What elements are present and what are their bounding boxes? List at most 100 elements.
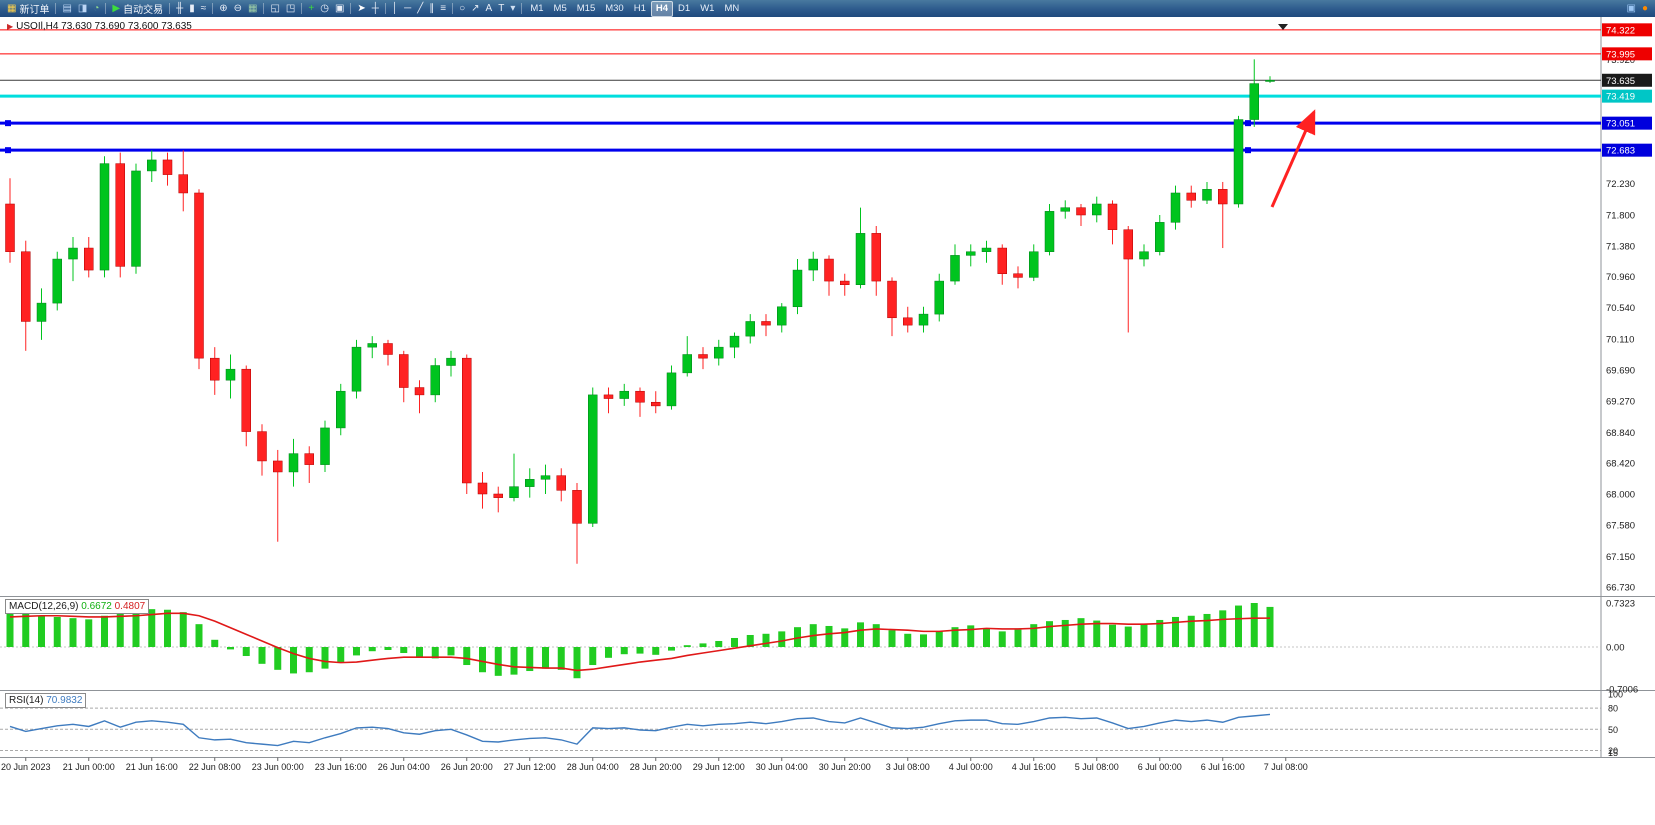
svg-text:67.150: 67.150 <box>1606 552 1635 563</box>
toolbar-separator <box>212 3 214 14</box>
trendline-icon[interactable]: ╱ <box>414 1 426 16</box>
strategy-tester-icon: ◔ <box>93 3 100 14</box>
line-handle[interactable] <box>1245 147 1251 154</box>
current-bar-marker-icon <box>1278 24 1288 30</box>
toolbar-separator <box>263 3 265 14</box>
charts-window-icon[interactable]: ▤ <box>59 1 74 16</box>
svg-text:28 Jun 04:00: 28 Jun 04:00 <box>567 762 619 772</box>
arrange-windows-icon[interactable]: ◳ <box>283 1 298 16</box>
svg-text:70.110: 70.110 <box>1606 335 1634 346</box>
timeframe-w1-button[interactable]: W1 <box>700 2 715 14</box>
line-handle[interactable] <box>5 147 11 154</box>
zoom-out-icon[interactable]: ⊖ <box>231 1 245 16</box>
svg-text:0.7323: 0.7323 <box>1606 599 1635 610</box>
strategy-tester-icon[interactable]: ◔ <box>90 1 102 16</box>
price-axis[interactable]: 73.920 72.230 71.800 71.380 70.960 70.540 70.1… <box>1602 23 1652 594</box>
arrows-tool-icon[interactable]: ↗ <box>468 1 482 16</box>
price-badge <box>1602 143 1652 157</box>
svg-text:30 Jun 20:00: 30 Jun 20:00 <box>819 762 871 772</box>
periods-icon[interactable]: ◷ <box>317 1 332 16</box>
vertical-line-icon: │ <box>391 3 399 14</box>
line-chart-icon[interactable]: ≈ <box>198 1 210 16</box>
auto-trading-icon: ▶ <box>112 3 121 14</box>
templates-icon[interactable]: ▣ <box>332 1 347 16</box>
ellipse-icon[interactable]: ○ <box>456 1 468 16</box>
new-order-button[interactable]: ▦ 新订单 <box>4 1 52 16</box>
svg-text:70.540: 70.540 <box>1606 303 1635 314</box>
timeframe-d1-button[interactable]: D1 <box>678 2 691 14</box>
indicators-icon[interactable]: + <box>305 1 317 16</box>
timeframe-m1-button[interactable]: M1 <box>530 2 544 14</box>
bar-chart-icon[interactable]: ╫ <box>173 1 186 16</box>
timeframe-m5-button[interactable]: M5 <box>553 2 567 14</box>
toolbar-separator <box>452 3 454 14</box>
community-glyph: ▣ <box>1626 3 1636 14</box>
cursor-icon[interactable]: ➤ <box>354 1 368 16</box>
svg-text:6 Jul 00:00: 6 Jul 00:00 <box>1138 762 1182 772</box>
svg-text:73.995: 73.995 <box>1606 49 1635 60</box>
horizontal-level-lines[interactable] <box>0 29 1601 154</box>
grid-icon[interactable]: ▦ <box>245 1 260 16</box>
svg-text:20 Jun 2023: 20 Jun 2023 <box>1 762 51 772</box>
timeframe-m30-button[interactable]: M30 <box>605 2 624 14</box>
timeframe-h1-button[interactable]: H1 <box>633 2 646 14</box>
time-axis[interactable]: 20 Jun 2023 21 Jun 00:00 21 Jun 16:00 22 Ju… <box>1 757 1308 773</box>
arrow-annotation[interactable] <box>1270 109 1316 208</box>
auto-trading-label: 自动交易 <box>123 5 164 16</box>
svg-text:22 Jun 08:00: 22 Jun 08:00 <box>189 762 241 772</box>
candlestick-chart-icon[interactable]: ▮ <box>186 1 198 16</box>
equidistant-channel-icon: ∥ <box>429 3 435 14</box>
line-handle[interactable] <box>1245 120 1251 127</box>
zoom-in-icon[interactable]: ⊕ <box>216 1 230 16</box>
svg-text:74.322: 74.322 <box>1606 25 1635 36</box>
svg-text:80: 80 <box>1608 704 1618 714</box>
alert-icon[interactable]: ● <box>1639 1 1651 16</box>
periods-icon: ◷ <box>320 3 329 14</box>
zoom-in-icon: ⊕ <box>219 3 228 14</box>
text-label-icon: T <box>498 3 505 14</box>
svg-text:29 Jun 12:00: 29 Jun 12:00 <box>693 762 745 772</box>
crosshair-icon: ┼ <box>371 3 379 14</box>
text-label-icon[interactable]: T <box>495 1 507 16</box>
toolbar-separator <box>169 3 171 14</box>
line-chart-icon: ≈ <box>200 3 207 14</box>
ellipse-icon: ○ <box>459 3 466 14</box>
rsi-name: RSI(14) <box>9 695 44 706</box>
more-tools-icon[interactable]: ▾ <box>507 1 518 16</box>
svg-text:21 Jun 16:00: 21 Jun 16:00 <box>126 762 178 772</box>
toolbar-separator <box>55 3 57 14</box>
svg-text:67.580: 67.580 <box>1606 520 1635 531</box>
svg-text:73.051: 73.051 <box>1606 119 1635 130</box>
chart-area[interactable]: 73.920 72.230 71.800 71.380 70.960 70.540 70.1… <box>0 17 1655 825</box>
chart-canvas[interactable]: 73.920 72.230 71.800 71.380 70.960 70.540 70.1… <box>0 17 1655 825</box>
profiles-icon[interactable]: ◨ <box>75 1 90 16</box>
equidistant-channel-icon[interactable]: ∥ <box>426 1 437 16</box>
svg-text:73.920: 73.920 <box>1606 55 1635 66</box>
svg-text:71.800: 71.800 <box>1606 211 1635 222</box>
svg-text:28 Jun 20:00: 28 Jun 20:00 <box>630 762 682 772</box>
horizontal-line-icon[interactable]: ─ <box>401 1 414 16</box>
vertical-line-icon[interactable]: │ <box>389 1 401 16</box>
timeframe-m15-button[interactable]: M15 <box>576 2 596 14</box>
toolbar-separator <box>521 3 523 14</box>
new-order-icon: ▦ <box>7 3 17 14</box>
community-icon[interactable]: ▣ <box>1624 1 1639 16</box>
tile-windows-icon: ◱ <box>270 3 280 14</box>
timeframe-mn-button[interactable]: MN <box>724 2 740 14</box>
fibonacci-icon[interactable]: ≡ <box>437 1 449 16</box>
svg-text:68.840: 68.840 <box>1606 428 1635 439</box>
macd-main-value: 0.6672 <box>81 601 112 612</box>
svg-text:66.730: 66.730 <box>1606 583 1635 594</box>
auto-trading-button[interactable]: ▶ 自动交易 <box>109 1 166 16</box>
line-handle[interactable] <box>5 120 11 127</box>
symbol-marker-icon: ▶ <box>7 22 14 31</box>
svg-text:-0.7006: -0.7006 <box>1606 685 1638 696</box>
toolbar: ▦ 新订单 ▤ ◨ ◔ ▶ 自动交易 ╫ ▮ ≈ ⊕ ⊖ ▦ ◱ ◳ + ◷ ▣ ➤ ┼ │ ─ ╱ ∥ ≡ ○ ↗ A T ▾ M1 M5 M… <box>0 0 1655 17</box>
tile-windows-icon[interactable]: ◱ <box>267 1 282 16</box>
text-icon[interactable]: A <box>483 1 496 16</box>
crosshair-icon[interactable]: ┼ <box>369 1 382 16</box>
timeframe-h4-button[interactable]: H4 <box>650 0 674 17</box>
bar-chart-icon: ╫ <box>176 3 184 14</box>
